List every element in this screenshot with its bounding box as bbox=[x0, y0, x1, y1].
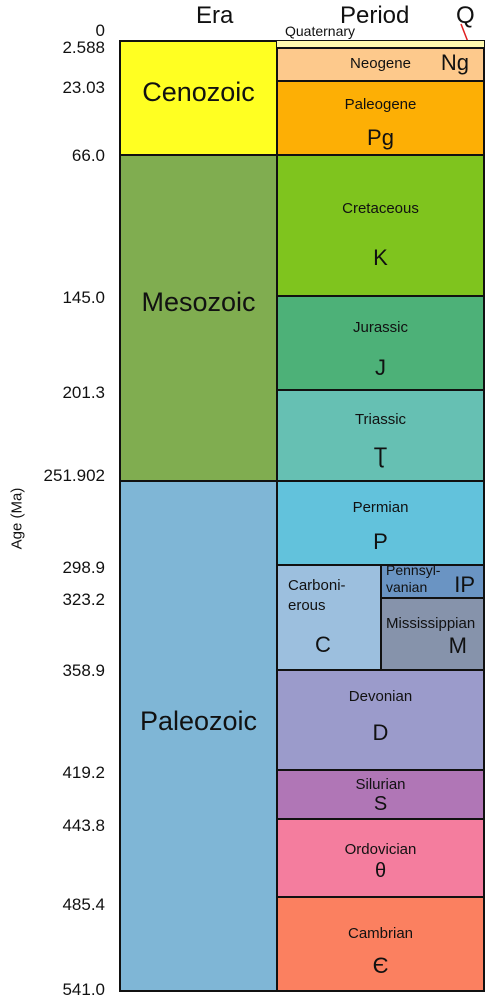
period-cambrian: Cambrian Є bbox=[276, 896, 485, 992]
period-neogene: Neogene Ng bbox=[276, 47, 485, 82]
tick-label: 358.9 bbox=[62, 661, 105, 680]
era-label: Cenozoic bbox=[142, 77, 255, 107]
period-label: Silurian bbox=[355, 776, 406, 793]
period-label: Mississippian bbox=[386, 615, 476, 632]
period-label: Permian bbox=[352, 499, 409, 516]
period-devonian: Devonian D bbox=[276, 669, 485, 771]
tick-label: 2.588 bbox=[62, 38, 105, 57]
tick-label: 443.8 bbox=[62, 816, 105, 835]
era-label: Paleozoic bbox=[139, 706, 258, 736]
period-ordovician: Ordovician θ bbox=[276, 818, 485, 898]
period-label: Triassic bbox=[354, 411, 407, 428]
tick-label: 0 bbox=[95, 21, 105, 40]
tick-label: 66.0 bbox=[71, 146, 105, 165]
tick-label: 201.3 bbox=[62, 383, 105, 402]
period-label: Neogene bbox=[350, 55, 411, 72]
period-symbol: S bbox=[373, 793, 388, 815]
period-jurassic: Jurassic J bbox=[276, 295, 485, 391]
period-label: Devonian bbox=[348, 688, 413, 705]
era-header: Era bbox=[196, 2, 234, 29]
period-symbol: C bbox=[315, 632, 331, 657]
period-label: Pennsyl- vanian bbox=[386, 562, 441, 595]
period-symbol: K bbox=[373, 245, 388, 270]
era-cenozoic: Cenozoic bbox=[119, 40, 278, 156]
period-symbol: Ng bbox=[440, 50, 469, 75]
period-label: Ordovician bbox=[344, 841, 417, 858]
period-label: Carboni- erous bbox=[288, 577, 346, 614]
tick-label: 145.0 bbox=[62, 288, 105, 307]
period-label: Cretaceous bbox=[342, 200, 419, 217]
subperiod-pennsylvanian: Pennsyl- vanian IP bbox=[380, 562, 485, 599]
y-axis-label: Age (Ma) bbox=[8, 487, 26, 550]
period-header: Period bbox=[340, 2, 410, 29]
era-label: Mesozoic bbox=[141, 287, 256, 317]
period-triassic: Triassic Ʈ bbox=[276, 389, 485, 482]
period-label: Jurassic bbox=[352, 319, 408, 336]
period-symbol: P bbox=[373, 529, 388, 554]
period-symbol: J bbox=[375, 355, 386, 380]
period-symbol: IP bbox=[454, 572, 475, 597]
period-symbol: Є bbox=[372, 953, 389, 978]
tick-label: 23.03 bbox=[62, 78, 105, 97]
tick-label: 541.0 bbox=[62, 980, 105, 999]
tick-label: 419.2 bbox=[62, 763, 105, 782]
period-label: Quaternary bbox=[285, 23, 356, 39]
period-permian: Permian P bbox=[276, 480, 485, 566]
period-symbol: θ bbox=[374, 860, 387, 882]
tick-label: 323.2 bbox=[62, 590, 105, 609]
tick-label: 251.902 bbox=[43, 466, 105, 485]
period-label: Cambrian bbox=[347, 925, 414, 942]
tick-label: 298.9 bbox=[62, 558, 105, 577]
subperiod-mississippian: Mississippian M bbox=[380, 597, 485, 671]
period-symbol: M bbox=[448, 633, 467, 658]
period-paleogene: Paleogene Pg bbox=[276, 80, 485, 156]
period-label: Paleogene bbox=[344, 96, 417, 113]
tick-label: 485.4 bbox=[62, 895, 105, 914]
period-symbol: Pg bbox=[367, 125, 394, 150]
era-mesozoic: Mesozoic bbox=[119, 154, 278, 482]
period-symbol: Ʈ bbox=[373, 443, 388, 468]
quaternary-symbol: Q bbox=[456, 2, 475, 29]
era-paleozoic: Paleozoic bbox=[119, 480, 278, 992]
period-cretaceous: Cretaceous K bbox=[276, 154, 485, 297]
period-symbol: D bbox=[372, 720, 389, 745]
period-carboniferous: Carboni- erous C bbox=[276, 564, 382, 671]
period-silurian: Silurian S bbox=[276, 769, 485, 820]
